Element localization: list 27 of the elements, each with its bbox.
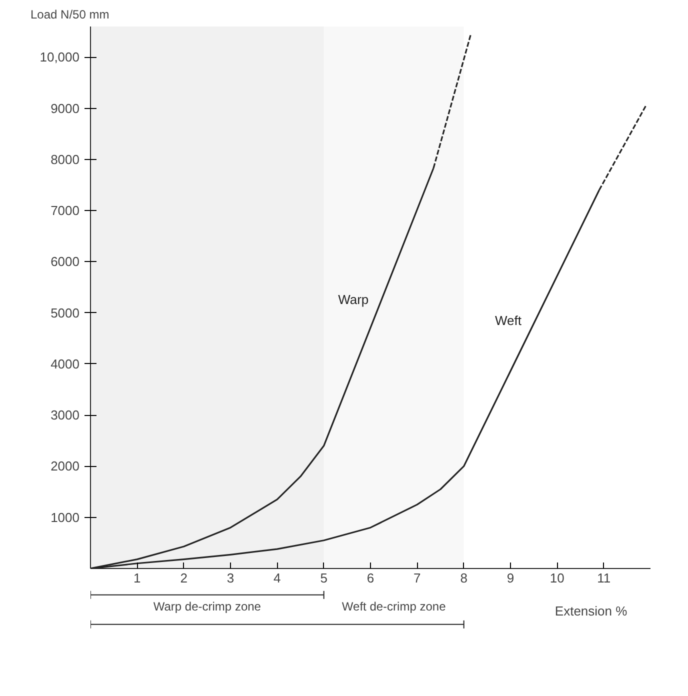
y-axis-title: Load N/50 mm bbox=[30, 8, 110, 22]
y-tick-label: 3000 bbox=[50, 408, 80, 423]
band-label: Weft de-crimp zone bbox=[342, 599, 446, 614]
y-tick-label: 8000 bbox=[50, 152, 80, 167]
band-label: Warp de-crimp zone bbox=[153, 599, 262, 614]
y-tick-label: 5000 bbox=[50, 305, 80, 320]
x-tick-label: 1 bbox=[134, 570, 141, 586]
y-tick-label: 1000 bbox=[50, 510, 80, 525]
x-tick-label: 5 bbox=[320, 570, 328, 586]
x-tick-label: 11 bbox=[597, 570, 611, 586]
y-tick-label: 2000 bbox=[50, 458, 80, 474]
series-label: Warp bbox=[338, 292, 369, 307]
x-tick-label: 4 bbox=[274, 570, 281, 586]
x-axis-title: Extension % bbox=[554, 604, 628, 619]
x-tick-label: 6 bbox=[366, 570, 374, 586]
x-tick-label: 3 bbox=[226, 570, 234, 586]
series-label: Weft bbox=[495, 313, 522, 328]
y-tick-label: 7000 bbox=[50, 203, 80, 218]
y-tick-label: 4000 bbox=[50, 356, 80, 372]
x-tick-label: 8 bbox=[460, 570, 468, 586]
y-tick-label: 10,000 bbox=[40, 50, 80, 65]
y-tick-label: 9000 bbox=[50, 100, 80, 116]
x-tick-label: 9 bbox=[506, 570, 514, 586]
x-tick-label: 2 bbox=[180, 570, 188, 586]
y-tick-label: 6000 bbox=[50, 254, 80, 270]
x-tick-label: 10 bbox=[550, 570, 564, 586]
x-tick-label: 7 bbox=[414, 570, 421, 586]
